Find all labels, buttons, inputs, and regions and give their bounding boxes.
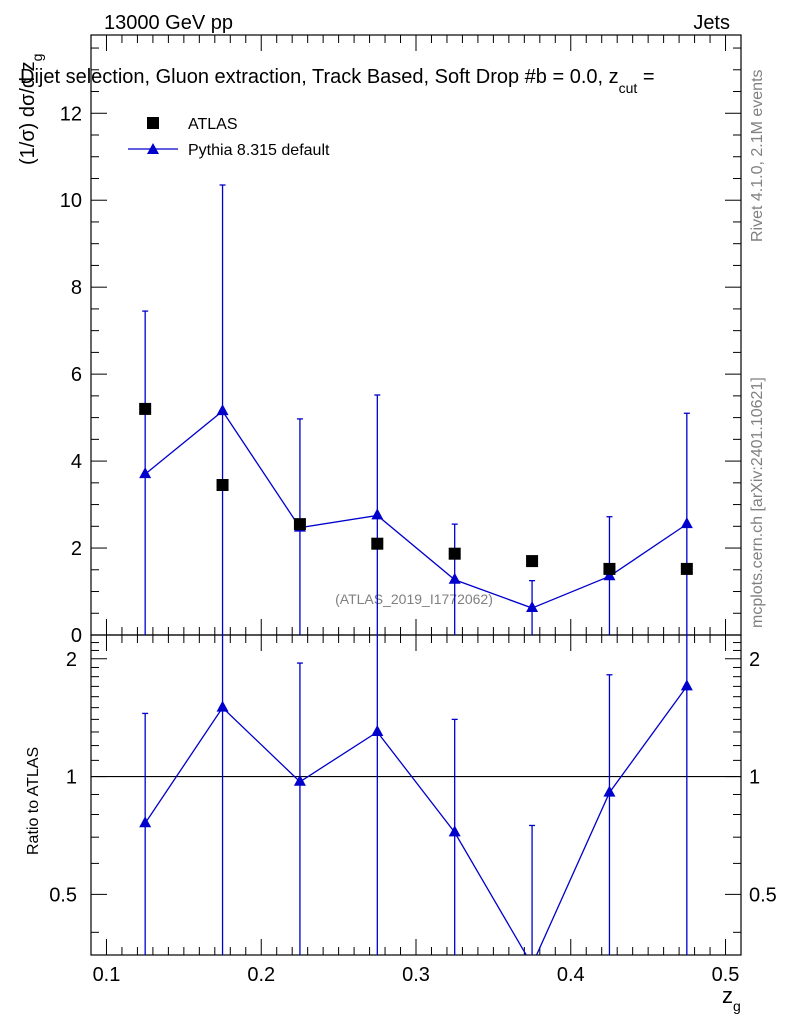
pythia-point — [216, 404, 229, 416]
ratio-point — [371, 724, 384, 736]
ratio-y-tick-label-right: 1 — [749, 767, 760, 789]
main-plot-marks — [139, 184, 693, 635]
main-y-axis-label: (1/σ) dσ/d zg — [17, 54, 45, 165]
ratio-y-tick-label: 0.5 — [49, 884, 77, 906]
atlas-point — [216, 479, 229, 491]
energy-label: 13000 GeV pp — [104, 12, 233, 34]
pythia-point — [526, 601, 539, 613]
main-y-tick-label: 10 — [60, 190, 82, 212]
x-axis-ticks: 0.1 0.2 0.3 0.4 0.5 — [90, 35, 742, 986]
x-tick-label: 0.2 — [247, 964, 275, 986]
rivet-version-label: Rivet 4.1.0, 2.1M events — [749, 69, 766, 242]
x-axis-label: zg — [722, 983, 741, 1014]
jets-label: Jets — [693, 12, 730, 34]
ratio-point — [603, 785, 616, 797]
main-axis-ticks: 0 2 4 6 8 10 12 — [60, 47, 741, 647]
analysis-watermark: (ATLAS_2019_I1772062) — [335, 591, 493, 607]
main-y-tick-label: 8 — [71, 277, 82, 299]
main-y-tick-label: 12 — [60, 103, 82, 125]
atlas-point — [293, 518, 306, 531]
main-y-tick-label: 0 — [71, 625, 82, 647]
ratio-panel-frame — [90, 634, 742, 956]
ratio-series-line — [144, 685, 688, 955]
pythia-point — [680, 517, 693, 529]
ratio-y-axis-label: Ratio to ATLAS — [25, 747, 42, 855]
main-y-tick-label: 6 — [71, 364, 82, 386]
ratio-point — [139, 816, 152, 828]
ratio-y-tick-label-right: 0.5 — [749, 884, 777, 906]
mcplots-label: mcplots.cern.ch [arXiv:2401.10621] — [749, 377, 766, 628]
ratio-y-tick-label: 1 — [66, 767, 77, 789]
ratio-point — [526, 958, 538, 969]
atlas-point — [603, 562, 616, 575]
ratio-y-tick-label-right: 2 — [749, 649, 760, 671]
legend-atlas-label: ATLAS — [188, 116, 238, 133]
plot-title: Dijet selection, Gluon extraction, Track… — [20, 66, 655, 96]
ratio-y-tick-label: 2 — [66, 649, 77, 671]
atlas-point — [448, 547, 461, 560]
ratio-point — [680, 679, 693, 691]
atlas-point — [371, 537, 384, 550]
ratio-point — [448, 825, 461, 837]
x-tick-label: 0.1 — [93, 964, 121, 986]
x-tick-label: 0.3 — [402, 964, 430, 986]
legend: ATLAS Pythia 8.315 default — [128, 116, 330, 159]
legend-atlas-marker — [147, 117, 159, 129]
main-y-tick-label: 2 — [71, 538, 82, 560]
pythia-point — [371, 508, 384, 520]
atlas-point — [526, 555, 539, 568]
pythia-point — [448, 572, 461, 584]
x-tick-label: 0.5 — [712, 964, 740, 986]
pythia-series-line — [144, 410, 688, 609]
atlas-point — [139, 402, 152, 415]
x-tick-label: 0.4 — [557, 964, 585, 986]
main-y-tick-label: 4 — [71, 451, 82, 473]
ratio-plot-marks — [91, 635, 741, 969]
ratio-point — [293, 774, 306, 786]
atlas-point — [680, 562, 693, 575]
pythia-point — [139, 467, 152, 479]
ratio-point — [216, 700, 229, 712]
ratio-axis-ticks: 0.5 0.5 1 1 2 2 — [49, 642, 777, 933]
legend-pythia-label: Pythia 8.315 default — [188, 142, 330, 159]
legend-pythia-marker — [147, 143, 159, 154]
